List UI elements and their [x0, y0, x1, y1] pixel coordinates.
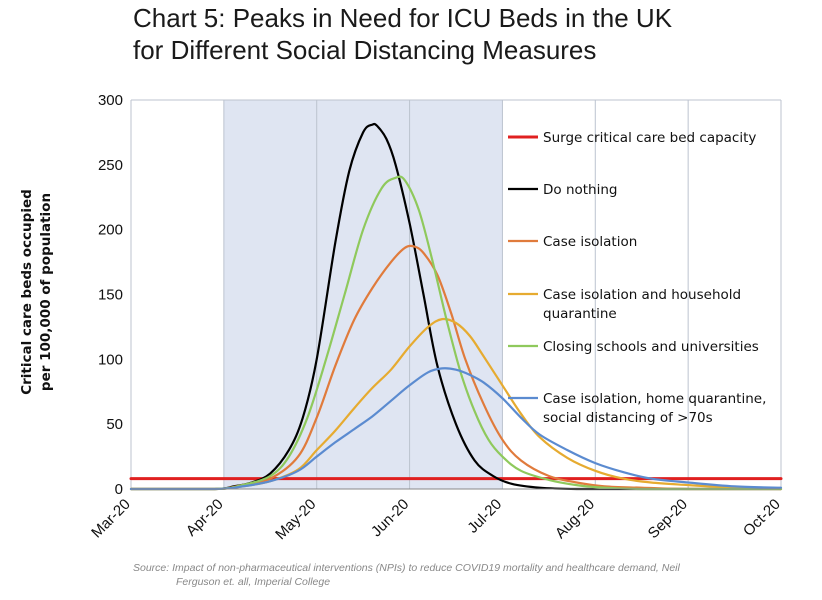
chart-title-line1: Chart 5: Peaks in Need for ICU Beds in t… [133, 3, 673, 33]
x-tick-label-apr-20: Apr-20 [183, 496, 227, 540]
legend-label-2: Case isolation [543, 234, 637, 250]
grid-lines [130, 99, 782, 489]
x-tick-label-sep-20: Sep-20 [645, 496, 691, 542]
y-tick-label-200: 200 [98, 222, 123, 239]
source-note: Source: Impact of non-pharmaceutical int… [133, 561, 793, 589]
source-line1: Source: Impact of non-pharmaceutical int… [133, 562, 680, 574]
series-line-2 [129, 244, 783, 491]
y-tick-label-50: 50 [106, 416, 123, 433]
y-tick-label-0: 0 [115, 481, 123, 498]
x-tick-label-aug-20: Aug-20 [552, 496, 598, 542]
legend-label-5: Case isolation, home quarantine, social d… [543, 391, 766, 426]
legend: Surge critical care bed capacity Do nothi… [508, 130, 766, 426]
x-tick-label-may-20: May-20 [272, 496, 319, 543]
series-lines [129, 122, 783, 491]
legend-label-3: Case isolation and household quarantine [543, 287, 741, 322]
y-tick-label-100: 100 [98, 351, 123, 368]
legend-label-1: Do nothing [543, 182, 618, 198]
legend-label-4: Closing schools and universities [543, 339, 759, 355]
chart-title: Chart 5: Peaks in Need for ICU Beds in t… [133, 2, 813, 66]
shaded-region [223, 100, 503, 489]
x-tick-label-mar-20: Mar-20 [88, 496, 134, 542]
plot-background [223, 100, 503, 489]
source-line2: Ferguson et. all, Imperial College [176, 576, 331, 588]
legend-label-0: Surge critical care bed capacity [543, 130, 756, 146]
series-line-1 [129, 122, 783, 491]
series-line-4 [129, 175, 783, 491]
series-line-5 [129, 367, 783, 491]
x-tick-label-jun-20: Jun-20 [368, 496, 412, 540]
y-tick-label-250: 250 [98, 157, 123, 174]
chart-title-line2: for Different Social Distancing Measures [133, 35, 597, 65]
y-tick-label-300: 300 [98, 92, 123, 109]
y-tick-label-150: 150 [98, 287, 123, 304]
x-tick-label-oct-20: Oct-20 [740, 496, 784, 540]
x-tick-label-jul-20: Jul-20 [464, 496, 505, 537]
